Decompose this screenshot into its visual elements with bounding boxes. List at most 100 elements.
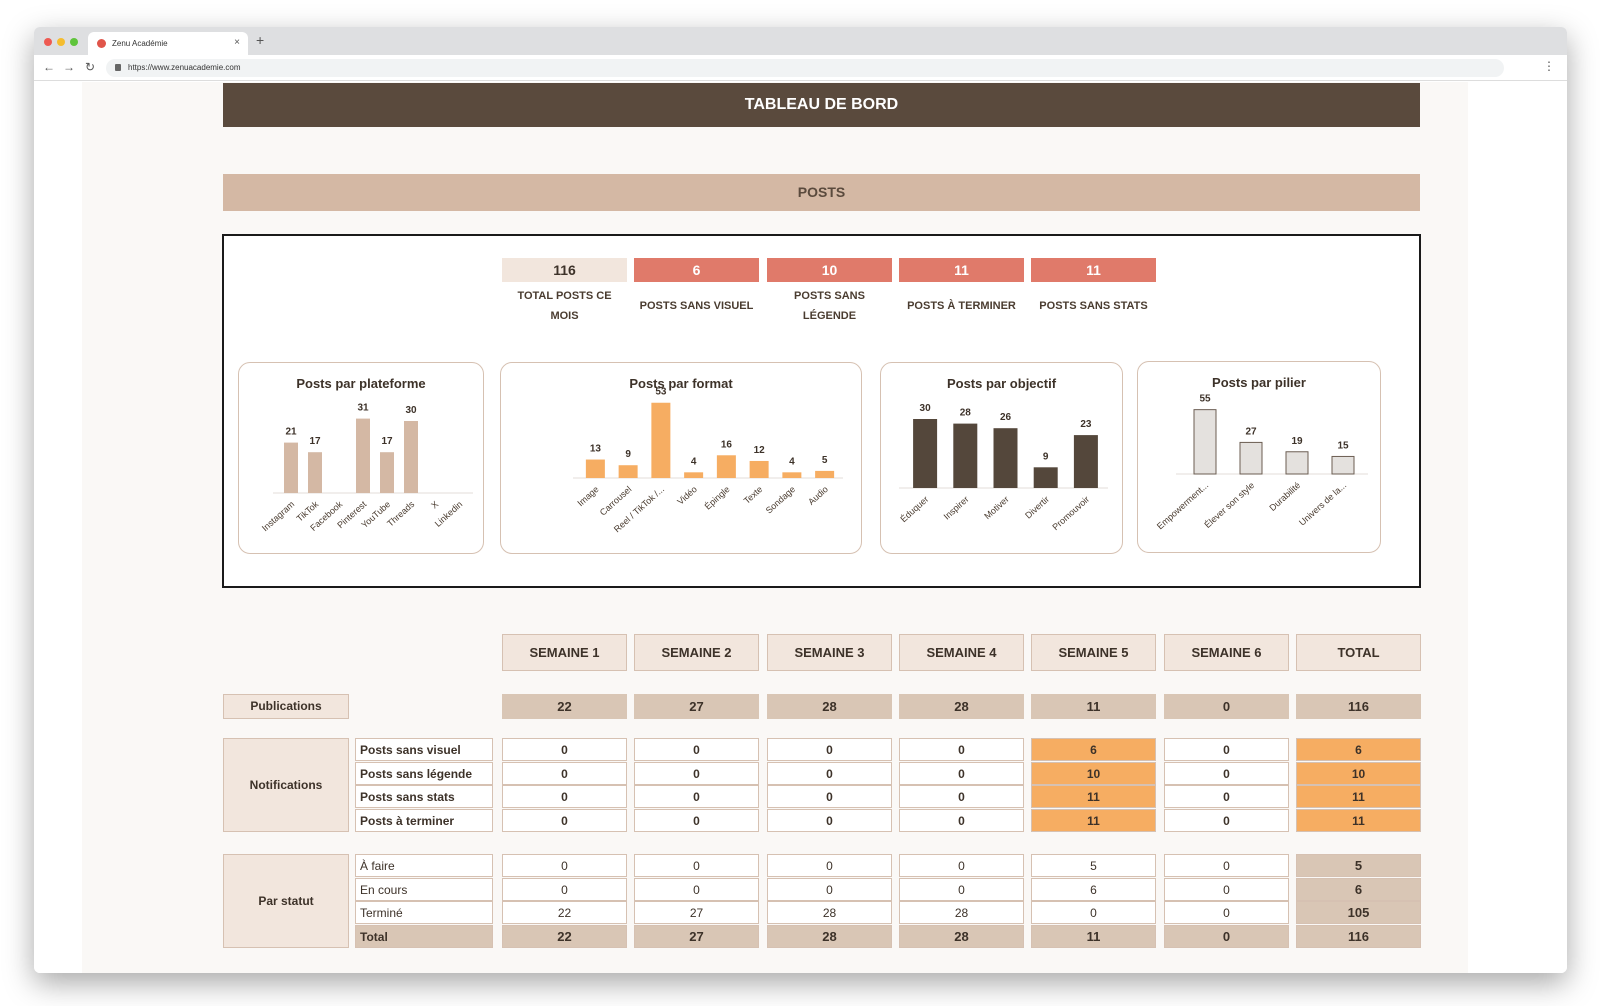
browser-tab[interactable]: Zenu Académie × [88, 32, 248, 55]
publications-cell: 22 [502, 694, 627, 719]
status-cell: 6 [1031, 877, 1156, 901]
notification-cell: 6 [1296, 738, 1421, 761]
chart-title: Posts par pilier [1212, 375, 1306, 390]
notification-cell: 0 [767, 761, 892, 785]
status-cell: 0 [899, 877, 1024, 901]
notification-cell: 0 [767, 808, 892, 832]
chart-plateforme: 21Instagram17TikTokFacebook31Pinterest17… [260, 403, 473, 533]
status-cell: 0 [1031, 901, 1156, 924]
data-label: 4 [691, 456, 697, 467]
tick-label: Promouvoir [1050, 494, 1091, 532]
minimize-window-button[interactable] [57, 38, 65, 46]
tab-bar: Zenu Académie × + [34, 27, 1567, 55]
week-header: SEMAINE 2 [634, 634, 759, 671]
status-cell: 5 [1031, 854, 1156, 877]
browser-window: Zenu Académie × + ← → ↻ https://www.zenu… [34, 27, 1567, 973]
notification-cell: 0 [634, 761, 759, 785]
notification-cell: 0 [1164, 761, 1289, 785]
close-icon[interactable]: × [234, 37, 240, 48]
status-cell: 11 [1031, 924, 1156, 948]
week-header: SEMAINE 1 [502, 634, 627, 671]
status-row-label: Total [355, 924, 493, 948]
status-row-label: Terminé [355, 901, 493, 924]
status-row-label: En cours [355, 877, 493, 901]
kpi-label: POSTS SANS LÉGENDE [794, 290, 865, 322]
week-header: SEMAINE 5 [1031, 634, 1156, 671]
page-content: TABLEAU DE BORD POSTS 116 TOTAL POSTS CE … [34, 82, 1567, 973]
status-cell: 28 [899, 901, 1024, 924]
bar [284, 442, 298, 493]
kpi-card: 10 POSTS SANS LÉGENDE [767, 258, 892, 327]
data-label: 12 [754, 445, 766, 456]
publications-cell: 28 [767, 694, 892, 719]
status-cell: 0 [767, 854, 892, 877]
tick-label: Épingle [703, 484, 732, 512]
kpi-card: 116 TOTAL POSTS CE MOIS [502, 258, 627, 327]
publications-label: Publications [223, 694, 349, 719]
tick-label: Motiver [982, 494, 1011, 521]
tick-label: Audio [806, 484, 830, 507]
status-cell: 28 [767, 924, 892, 948]
kpi-label: TOTAL POSTS CE MOIS [517, 290, 612, 322]
chart-card-pilier: Posts par pilier 55 Empowerment... 27 Éleve… [1137, 361, 1381, 553]
section-title: POSTS [223, 174, 1420, 211]
status-cell: 28 [899, 924, 1024, 948]
status-cell: 116 [1296, 924, 1421, 948]
notification-cell: 0 [502, 738, 627, 761]
status-cell: 0 [1164, 877, 1289, 901]
data-label: 30 [405, 405, 417, 416]
tick-label: Éduquer [898, 494, 930, 524]
data-label: 31 [357, 403, 369, 414]
tab-title: Zenu Académie [112, 39, 168, 48]
data-label: 26 [1000, 412, 1012, 423]
url-field[interactable]: https://www.zenuacademie.com [106, 59, 1504, 77]
maximize-window-button[interactable] [70, 38, 78, 46]
bar [913, 419, 938, 488]
reload-icon[interactable]: ↻ [85, 60, 96, 74]
bar [993, 428, 1018, 488]
data-label: 5 [822, 455, 828, 466]
tick-label: Divertir [1023, 494, 1051, 521]
data-label: 9 [1043, 451, 1049, 462]
notifications-label: Notifications [223, 738, 349, 832]
data-label: 55 [1199, 394, 1211, 405]
chart-card-objectif: Posts par objectif 30 Éduquer 28 Inspirer 26… [880, 362, 1123, 554]
data-label: 53 [655, 387, 667, 398]
status-cell: 28 [767, 901, 892, 924]
back-arrow-icon[interactable]: ← [43, 60, 55, 74]
kpi-value: 11 [899, 258, 1024, 282]
new-tab-icon[interactable]: + [256, 32, 265, 48]
notification-cell: 11 [1296, 785, 1421, 808]
data-label: 13 [590, 444, 602, 455]
publications-cell: 27 [634, 694, 759, 719]
more-menu-icon[interactable]: ⋮ [1543, 59, 1555, 73]
bar [356, 418, 370, 493]
data-label: 28 [960, 408, 972, 419]
bar [1331, 455, 1355, 475]
bar [716, 455, 736, 478]
kpi-label: POSTS SANS VISUEL [639, 300, 754, 312]
kpi-card: 11 POSTS À TERMINER [899, 258, 1024, 327]
close-window-button[interactable] [44, 38, 52, 46]
bar [404, 421, 418, 493]
notification-cell: 11 [1031, 785, 1156, 808]
tick-label: X [429, 499, 440, 510]
forward-arrow-icon[interactable]: → [63, 60, 75, 74]
status-cell: 6 [1296, 877, 1421, 901]
status-cell: 0 [1164, 924, 1289, 948]
kpi-value: 6 [634, 258, 759, 282]
chart-title: Posts par objectif [946, 376, 1057, 391]
notification-row-label: Posts à terminer [355, 808, 493, 832]
status-cell: 105 [1296, 901, 1421, 924]
notification-cell: 0 [1164, 808, 1289, 832]
notification-cell: 11 [1296, 808, 1421, 832]
notification-cell: 0 [502, 785, 627, 808]
tick-label: Texte [742, 484, 765, 506]
notification-cell: 0 [634, 785, 759, 808]
week-header: TOTAL [1296, 634, 1421, 671]
tick-label: Image [575, 484, 600, 508]
publications-cell: 11 [1031, 694, 1156, 719]
notification-cell: 0 [634, 738, 759, 761]
bar [585, 459, 605, 478]
